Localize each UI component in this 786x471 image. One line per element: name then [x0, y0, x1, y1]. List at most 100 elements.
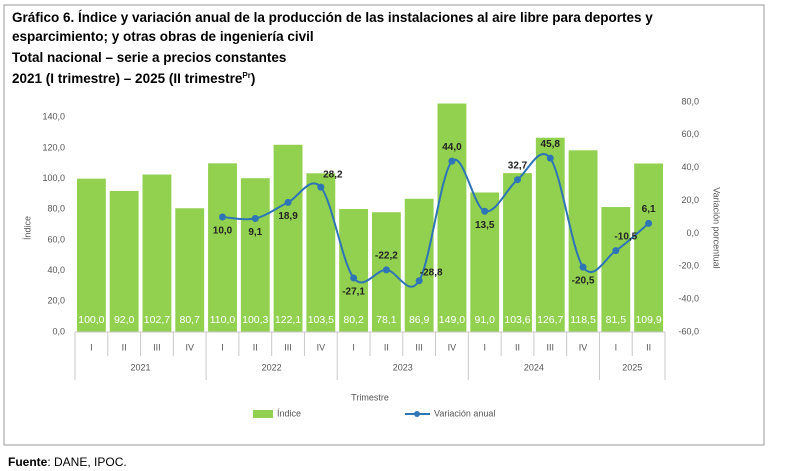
x-tick-label: II	[646, 342, 651, 352]
y2-tick-label: -60,0	[678, 326, 699, 336]
x-tick-label: I	[90, 342, 93, 352]
bar-value-label: 103,6	[504, 314, 530, 326]
y2-tick-label: 80,0	[681, 96, 699, 106]
x-tick-label: II	[515, 342, 520, 352]
line-marker	[448, 157, 456, 165]
bar	[142, 174, 172, 332]
y-axis-label: Índice	[22, 216, 32, 240]
source-text: : DANE, IPOC.	[47, 455, 126, 469]
x-tick-label: III	[547, 342, 555, 352]
bar	[76, 178, 106, 332]
y2-tick-label: -20,0	[678, 261, 699, 271]
y-tick-label: 100,0	[42, 173, 65, 183]
bar-value-label: 126,7	[537, 314, 563, 326]
line-value-label: 44,0	[442, 142, 462, 153]
x-tick-label: IV	[579, 342, 588, 352]
x-group-label: 2024	[524, 362, 544, 372]
x-tick-label: III	[415, 342, 423, 352]
bar	[208, 163, 237, 332]
bar-value-label: 81,5	[606, 314, 627, 326]
bar	[339, 209, 369, 332]
bar	[470, 192, 500, 332]
x-tick-label: II	[384, 342, 389, 352]
bar-value-label: 110,0	[210, 314, 236, 326]
x-tick-label: II	[253, 342, 258, 352]
line-value-label: 18,9	[278, 211, 298, 222]
line-marker	[612, 247, 620, 255]
x-tick-label: I	[221, 342, 224, 352]
bar	[503, 173, 532, 332]
bar-value-label: 78,1	[376, 314, 397, 326]
x-tick-label: IV	[317, 342, 326, 352]
bar-value-label: 86,9	[409, 314, 430, 326]
bar	[175, 208, 205, 332]
x-tick-label: I	[615, 342, 618, 352]
line-value-label: -20,5	[572, 276, 595, 287]
line	[222, 153, 650, 288]
line-marker	[645, 219, 653, 227]
line-value-label: 10,0	[213, 226, 233, 237]
bar	[437, 103, 467, 333]
x-tick-label: IV	[448, 342, 457, 352]
frame	[3, 4, 765, 446]
line-marker	[284, 198, 292, 206]
bar-value-label: 80,2	[343, 314, 364, 326]
chart-subtitle: 2021 (I trimestre) – 2025 (II trimestreP…	[12, 71, 255, 86]
y2-tick-label: 0,0	[686, 228, 699, 238]
chart-title: Gráfico 6. Índice y variación anual de l…	[12, 10, 653, 25]
line-value-label: -22,2	[375, 251, 398, 262]
chart-title: esparcimiento; y otras obras de ingenier…	[12, 29, 314, 44]
x-axis-label: Trimestre	[351, 392, 389, 402]
legend-swatch	[414, 411, 420, 417]
line-marker	[382, 266, 390, 274]
source-label: Fuente	[8, 455, 48, 469]
y2-tick-label: 40,0	[681, 162, 699, 172]
x-group-label: 2025	[622, 362, 642, 372]
y-tick-label: 40,0	[47, 265, 65, 275]
bar-value-label: 102,7	[144, 314, 170, 326]
x-group-label: 2022	[262, 362, 282, 372]
bar-value-label: 100,3	[242, 314, 268, 326]
x-tick-label: I	[352, 342, 355, 352]
subtitle-part: 2021 (I trimestre) – 2025 (II trimestre	[12, 71, 243, 86]
bar	[634, 163, 664, 332]
line-value-label: 32,7	[508, 160, 528, 171]
line-marker	[546, 154, 554, 162]
bar-value-label: 100,0	[78, 314, 104, 326]
x-tick-label: III	[153, 342, 161, 352]
line-marker	[481, 207, 489, 215]
x-tick-label: III	[284, 342, 292, 352]
line-marker	[415, 277, 423, 285]
x-group-label: 2023	[393, 362, 413, 372]
line-marker	[514, 176, 521, 184]
bar	[535, 137, 565, 332]
bar	[404, 198, 434, 332]
line-value-label: 28,2	[323, 170, 343, 181]
subtitle-sup: Pr	[242, 71, 250, 80]
line-value-label: 45,8	[541, 139, 561, 150]
line-value-label: 6,1	[642, 204, 656, 215]
y2-tick-label: 20,0	[681, 195, 699, 205]
x-tick-label: I	[483, 342, 486, 352]
y-tick-label: 80,0	[47, 204, 65, 214]
line-value-label: 13,5	[475, 220, 495, 231]
y-tick-label: 140,0	[42, 112, 65, 122]
line-value-label: -10,5	[614, 231, 637, 242]
source: Fuente: DANE, IPOC.	[8, 455, 127, 469]
subtitle-part: )	[251, 71, 256, 86]
line-marker	[579, 263, 587, 271]
y2-tick-label: 60,0	[681, 129, 699, 139]
bar-value-label: 118,5	[570, 314, 596, 326]
chart-subtitle: Total nacional – serie a precios constan…	[12, 50, 286, 65]
line-marker	[219, 213, 226, 221]
y-tick-label: 120,0	[42, 142, 65, 152]
bar-value-label: 149,0	[439, 314, 465, 326]
line-marker	[350, 274, 358, 282]
x-tick-label: II	[122, 342, 127, 352]
bar	[109, 190, 139, 332]
bar	[601, 207, 631, 332]
bar-value-label: 80,7	[180, 314, 201, 326]
line-value-label: 9,1	[248, 227, 262, 238]
x-tick-label: IV	[185, 342, 194, 352]
